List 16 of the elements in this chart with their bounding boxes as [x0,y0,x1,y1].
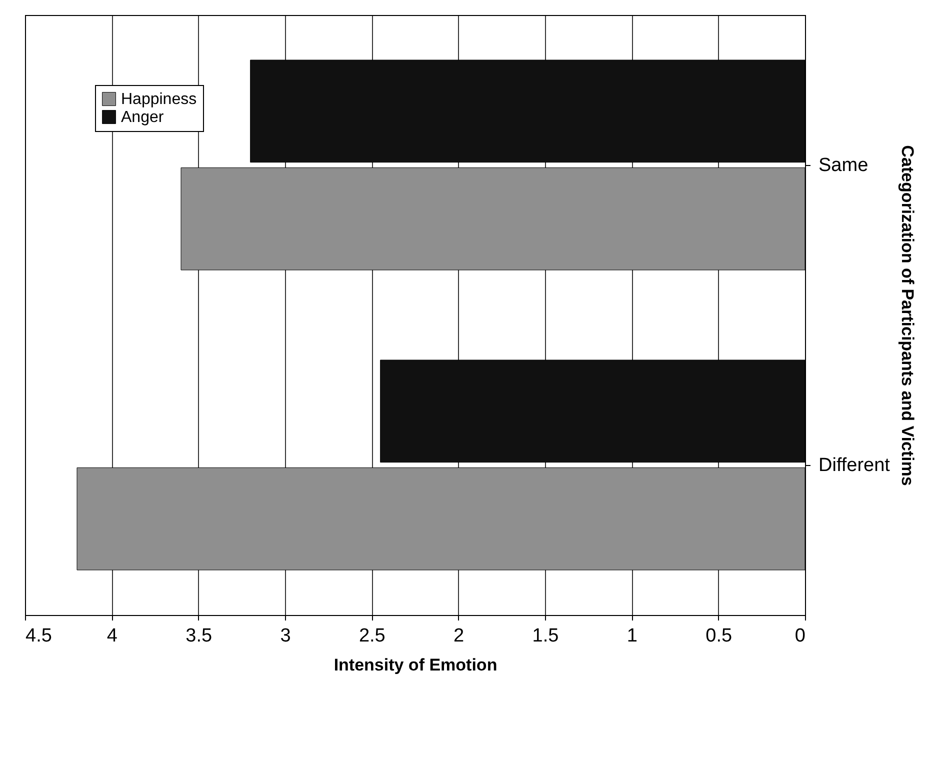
x-tick-label: 0 [794,626,806,646]
x-tick-label: 1.5 [532,626,559,646]
x-tick-label: 4 [106,626,118,646]
x-tick-label: 1 [626,626,638,646]
x-tick-label: 3 [280,626,291,646]
x-tick-label: 0.5 [706,626,732,646]
x-axis-title: Intensity of Emotion [334,656,498,674]
y-tick-label: Same [818,155,868,176]
y-tick-label: Different [818,455,891,476]
x-tick-label: 3.5 [186,626,212,646]
legend-label: Anger [121,109,164,126]
x-tick-label: 2.5 [358,626,386,646]
y-axis-title: Categorization of Participants and Victims [898,145,917,486]
x-tick-label: 4.5 [26,626,52,646]
x-tick-label: 2 [454,626,464,646]
legend-label: Happiness [121,91,197,108]
